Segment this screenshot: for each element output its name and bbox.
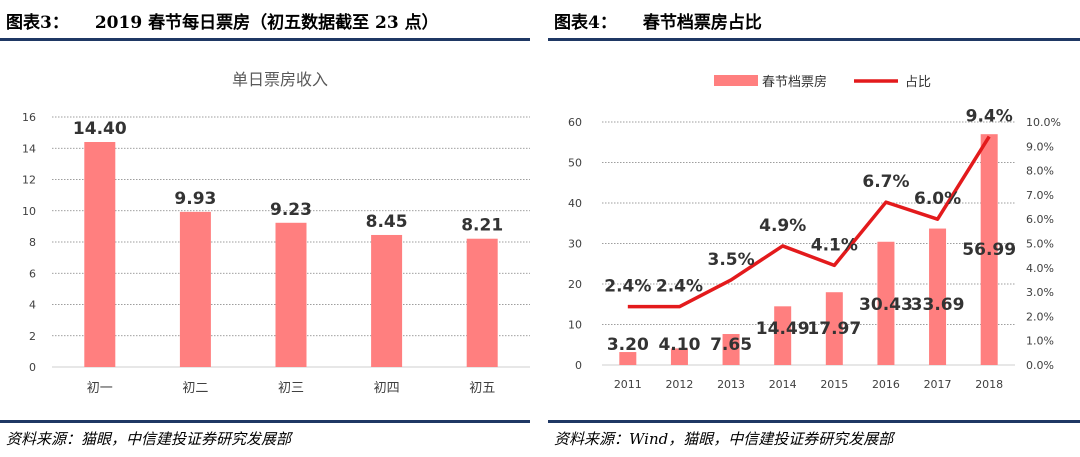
x-category-label: 2016 — [872, 378, 900, 391]
y-tick-label: 0 — [575, 359, 582, 372]
bar — [275, 222, 307, 367]
x-category-label: 初一 — [87, 381, 113, 396]
bar — [466, 238, 498, 367]
y2-tick-label: 3.0% — [1026, 286, 1054, 299]
y2-tick-label: 5.0% — [1026, 238, 1054, 251]
y-tick-label: 2 — [29, 330, 36, 343]
bar-value-label: 56.99 — [962, 240, 1016, 260]
y-tick-label: 10 — [568, 319, 582, 332]
y-tick-label: 8 — [29, 236, 36, 249]
bar-value-label: 8.21 — [461, 216, 503, 236]
right-figure-caption: 春节档票房占比 — [642, 13, 762, 33]
bar — [84, 142, 116, 367]
y2-tick-label: 9.0% — [1026, 140, 1054, 153]
line-value-label: 6.0% — [914, 189, 961, 209]
line-value-label: 4.1% — [811, 235, 858, 255]
bar — [825, 292, 843, 365]
legend-line-label: 占比 — [905, 75, 931, 90]
daily-box-office-chart: 单日票房收入 0 2 4 6 8 10 12 14 16 14.40 初一 9.93 初二 9.23 初三 8.… — [22, 70, 530, 396]
spring-festival-share-chart: 春节档票房 占比 0 10 20 30 40 50 60 0.0% 1.0% 2.0% 3.0% 4.0%… — [568, 74, 1061, 391]
x-category-label: 2017 — [924, 378, 952, 391]
y-tick-label: 6 — [29, 267, 36, 280]
left-bottom-rule — [0, 420, 530, 423]
x-category-label: 2011 — [614, 378, 642, 391]
right-bottom-rule — [548, 420, 1080, 423]
bar — [670, 348, 688, 365]
x-category-label: 2013 — [717, 378, 745, 391]
left-source-note: 资料来源：猫眼，中信建投证券研究发展部 — [6, 430, 292, 448]
left-figure-caption: 2019 春节每日票房（初五数据截至 23 点） — [94, 13, 439, 33]
x-category-label: 初四 — [374, 381, 400, 396]
y-tick-label: 40 — [568, 197, 582, 210]
right-figure-title: 图表4： 春节档票房占比 — [554, 8, 762, 33]
legend-bar-swatch — [714, 75, 758, 86]
right-figure-panel: 图表4： 春节档票房占比 春节档票房 占比 0 10 20 30 40 50 60 0.0% 1.0%… — [548, 0, 1080, 457]
y2-tick-label: 2.0% — [1026, 310, 1054, 323]
y2-tick-label: 10.0% — [1026, 116, 1061, 129]
bar — [179, 211, 211, 367]
left-figure-number: 图表3： — [6, 13, 69, 33]
y-tick-label: 16 — [22, 111, 36, 124]
bar-value-label: 3.20 — [607, 335, 649, 355]
bar-value-label: 17.97 — [807, 319, 861, 339]
y-tick-label: 60 — [568, 116, 582, 129]
y-tick-label: 50 — [568, 157, 582, 170]
share-line — [627, 135, 991, 309]
y2-tick-label: 8.0% — [1026, 165, 1054, 178]
y2-tick-label: 0.0% — [1026, 359, 1054, 372]
legend-bar-label: 春节档票房 — [762, 74, 827, 90]
bar-value-label: 14.49 — [756, 319, 810, 339]
bar — [722, 334, 740, 365]
x-category-label: 初三 — [278, 381, 304, 396]
bar — [877, 241, 895, 365]
bar-value-label: 30.43 — [859, 295, 913, 315]
y-tick-label: 10 — [22, 205, 36, 218]
line-value-label: 2.4% — [604, 277, 651, 297]
y-tick-label: 0 — [29, 361, 36, 374]
right-figure-number: 图表4： — [554, 13, 617, 33]
bar — [929, 228, 947, 365]
left-figure-panel: 图表3： 2019 春节每日票房（初五数据截至 23 点） 单日票房收入 0 2 4 6 8… — [0, 0, 530, 457]
y2-tick-label: 7.0% — [1026, 189, 1054, 202]
bar — [619, 352, 637, 365]
chart-title: 单日票房收入 — [232, 70, 328, 89]
x-category-label: 2015 — [820, 378, 848, 391]
bar-value-label: 33.69 — [911, 295, 965, 315]
y-tick-label: 14 — [22, 142, 36, 155]
y-tick-label: 12 — [22, 174, 36, 187]
x-category-label: 2014 — [769, 378, 797, 391]
bar — [774, 306, 792, 365]
y-tick-label: 30 — [568, 238, 582, 251]
line-value-label: 9.4% — [966, 107, 1013, 127]
bar-value-label: 8.45 — [366, 212, 408, 232]
x-category-label: 初二 — [182, 381, 208, 396]
bar — [371, 234, 403, 367]
left-figure-title: 图表3： 2019 春节每日票房（初五数据截至 23 点） — [6, 8, 439, 33]
bar-value-label: 4.10 — [658, 335, 700, 355]
x-category-label: 初五 — [469, 381, 495, 396]
line-value-label: 6.7% — [862, 172, 909, 192]
bar-value-label: 7.65 — [710, 335, 752, 355]
y-tick-label: 20 — [568, 278, 582, 291]
x-category-label: 2012 — [665, 378, 693, 391]
x-category-label: 2018 — [975, 378, 1003, 391]
bar-value-label: 9.93 — [174, 189, 216, 209]
y2-tick-label: 1.0% — [1026, 335, 1054, 348]
y2-tick-label: 4.0% — [1026, 262, 1054, 275]
right-top-rule — [548, 38, 1080, 41]
line-value-label: 3.5% — [707, 250, 754, 270]
y-tick-label: 4 — [29, 299, 36, 312]
bar — [980, 134, 998, 365]
bar-value-label: 9.23 — [270, 200, 312, 220]
line-value-label: 2.4% — [656, 277, 703, 297]
right-source-note: 资料来源：Wind，猫眼，中信建投证券研究发展部 — [554, 430, 894, 448]
line-value-label: 4.9% — [759, 216, 806, 236]
left-top-rule — [0, 38, 530, 41]
bar-value-label: 14.40 — [73, 119, 127, 139]
y2-tick-label: 6.0% — [1026, 213, 1054, 226]
